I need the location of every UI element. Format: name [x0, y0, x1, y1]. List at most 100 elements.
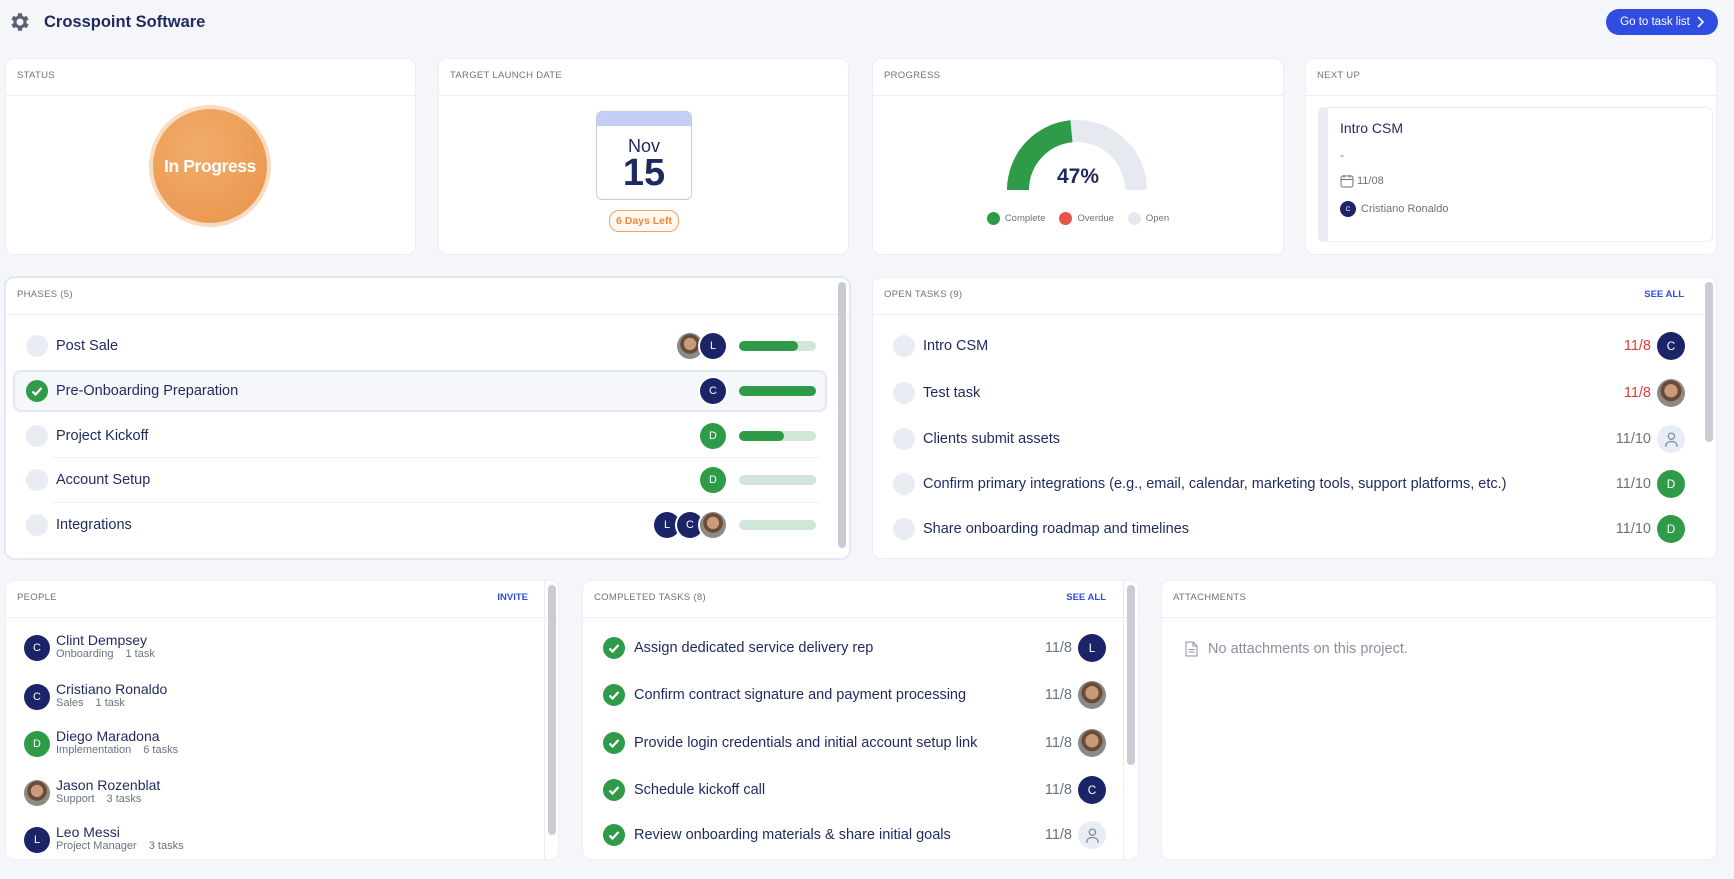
avatar: C	[1078, 776, 1106, 804]
person-details: Support 3 tasks	[56, 793, 141, 805]
task-date: 11/10	[1615, 431, 1651, 447]
person-icon	[1664, 432, 1678, 447]
task-name[interactable]: Share onboarding roadmap and timelines	[923, 521, 1190, 537]
people-card: PEOPLE INVITE C Clint Dempsey Onboarding 1 …	[6, 581, 558, 859]
next-task-date: 11/08	[1357, 175, 1384, 187]
task-name[interactable]: Test task	[923, 385, 981, 401]
person-task-count: 3 tasks	[106, 793, 142, 805]
person-details: Sales 1 task	[56, 697, 125, 709]
status-circle	[26, 514, 48, 536]
scrollbar[interactable]	[1705, 282, 1713, 442]
legend-label: Open	[1145, 213, 1170, 224]
task-name[interactable]: Provide login credentials and initial ac…	[634, 735, 978, 751]
person-role: Implementation	[56, 744, 132, 756]
avatar-photo	[24, 780, 50, 806]
next-task-title: Intro CSM	[1340, 120, 1404, 136]
progress-card: PROGRESS 47% Complete Overdue Open	[873, 59, 1283, 254]
person-task-count: 6 tasks	[143, 744, 179, 756]
see-all-link[interactable]: SEE ALL	[1066, 592, 1106, 603]
check-icon	[608, 739, 620, 749]
divider	[6, 95, 415, 96]
person-role: Project Manager	[56, 840, 137, 852]
task-date: 11/8	[1623, 338, 1651, 354]
task-list-button[interactable]: Go to task list	[1606, 9, 1718, 35]
status-circle[interactable]	[893, 518, 915, 540]
task-date: 11/8	[1044, 735, 1072, 751]
status-circle[interactable]	[893, 382, 915, 404]
invite-link[interactable]: INVITE	[497, 592, 528, 603]
task-name[interactable]: Intro CSM	[923, 338, 989, 354]
scrollbar[interactable]	[1127, 585, 1135, 765]
avatar: C	[677, 512, 703, 538]
avatar: D	[1657, 515, 1685, 543]
see-all-link[interactable]: SEE ALL	[1644, 289, 1684, 300]
legend-swatch	[1059, 212, 1073, 225]
person-name: Leo Messi	[56, 824, 120, 840]
person-role: Support	[56, 793, 95, 805]
next-up-card: NEXT UP Intro CSM - 11/08 C Cristiano Ro…	[1306, 59, 1716, 254]
calendar-month: Nov	[627, 136, 660, 156]
task-date: 11/8	[1623, 385, 1651, 401]
person-name: Clint Dempsey	[56, 632, 148, 648]
status-circle[interactable]	[893, 473, 915, 495]
progress-fill	[739, 386, 816, 396]
phases-card: PHASES (5) Post Sale L Pre-Onboarding Prep…	[6, 278, 849, 558]
legend-swatch	[986, 212, 1000, 225]
avatar-placeholder	[1078, 821, 1106, 849]
scrollbar[interactable]	[548, 585, 556, 835]
person-role: Onboarding	[56, 648, 114, 660]
status-card: STATUS In Progress	[6, 59, 415, 254]
avatar-photo	[1078, 729, 1106, 757]
task-date: 11/10	[1615, 476, 1651, 492]
phase-name: Integrations	[56, 517, 132, 533]
avatar: L	[1078, 634, 1106, 662]
completed-tasks-card: COMPLETED TASKS (8) SEE ALL Assign dedic…	[583, 581, 1138, 859]
progress-track	[739, 475, 816, 485]
avatar-photo	[700, 512, 726, 538]
task-name[interactable]: Schedule kickoff call	[634, 782, 766, 798]
avatar-photo	[1657, 379, 1685, 407]
task-date: 11/8	[1044, 827, 1072, 843]
phase-row[interactable]	[15, 372, 825, 410]
done-check	[603, 732, 625, 754]
task-name[interactable]: Confirm contract signature and payment p…	[634, 687, 967, 703]
open-tasks-card: OPEN TASKS (9) SEE ALL Intro CSM 11/8 C Tes…	[873, 278, 1716, 558]
phase-name: Project Kickoff	[56, 428, 149, 444]
task-name[interactable]: Assign dedicated service delivery rep	[634, 640, 874, 656]
status-circle[interactable]	[893, 428, 915, 450]
person-task-count: 3 tasks	[148, 840, 184, 852]
legend: Complete Overdue Open	[873, 212, 1283, 225]
card-heading: OPEN TASKS (9)	[884, 289, 963, 300]
legend-label: Overdue	[1077, 213, 1114, 224]
scrollbar[interactable]	[838, 282, 846, 548]
done-check	[26, 380, 48, 402]
person-task-count: 1 task	[125, 648, 155, 660]
person-icon	[1085, 828, 1099, 843]
legend-swatch	[1127, 212, 1141, 225]
avatar: L	[24, 827, 50, 853]
divider	[583, 617, 1138, 618]
done-check	[603, 824, 625, 846]
divider	[1306, 95, 1716, 96]
divider	[1162, 617, 1716, 618]
task-name[interactable]: Confirm primary integrations (e.g., emai…	[923, 476, 1507, 492]
settings-icon[interactable]	[8, 10, 32, 34]
calendar-icon	[1340, 175, 1354, 188]
card-heading: NEXT UP	[1317, 70, 1361, 81]
task-date: 11/8	[1044, 687, 1072, 703]
divider	[873, 95, 1283, 96]
avatar: C	[1340, 201, 1356, 217]
avatar: D	[24, 731, 50, 757]
file-icon	[1185, 641, 1198, 657]
progress-fill	[739, 431, 785, 441]
legend-item: Overdue	[1059, 212, 1114, 225]
person-details: Onboarding 1 task	[56, 648, 155, 660]
status-circle[interactable]	[893, 335, 915, 357]
next-task[interactable]: Intro CSM - 11/08 C Cristiano Ronaldo	[1318, 107, 1713, 242]
task-name[interactable]: Clients submit assets	[923, 431, 1060, 447]
card-heading: PEOPLE	[17, 592, 57, 603]
card-heading: TARGET LAUNCH DATE	[450, 70, 563, 81]
task-name[interactable]: Review onboarding materials & share init…	[634, 827, 951, 843]
status-circle	[26, 469, 48, 491]
